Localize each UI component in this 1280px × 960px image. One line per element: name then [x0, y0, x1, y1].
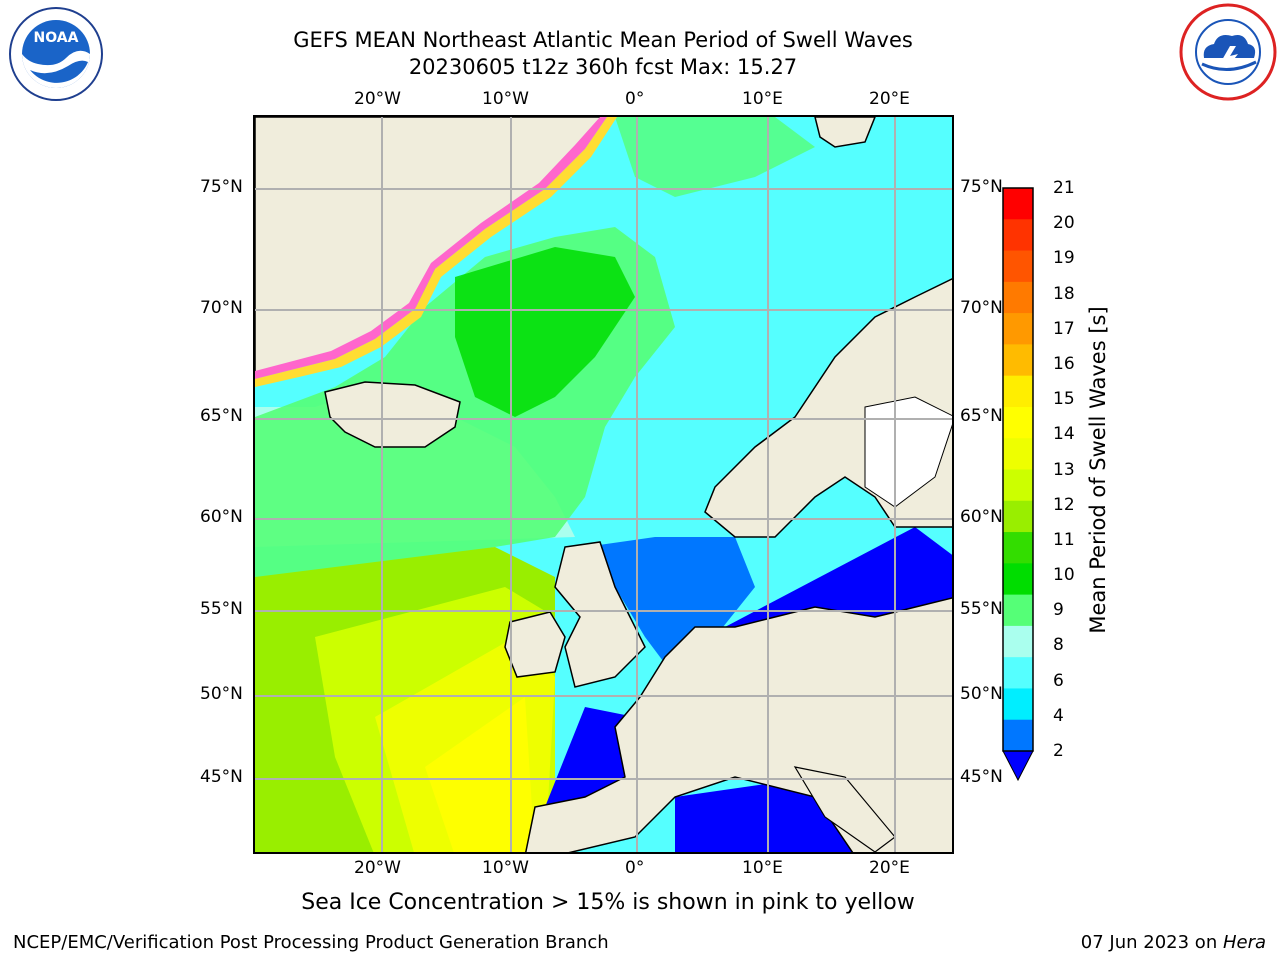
colorbar-segment [1003, 344, 1033, 377]
map-svg [255, 117, 952, 852]
colorbar-tick-label: 9 [1053, 600, 1064, 621]
lat-label-right-70n: 70°N [960, 298, 1003, 318]
colorbar-tick-label: 4 [1053, 705, 1064, 726]
colorbar-tick-label: 8 [1053, 635, 1064, 656]
lat-label-left-70n: 70°N [200, 298, 243, 318]
colorbar-tick-label: 18 [1053, 283, 1075, 304]
colorbar-tick-label: 17 [1053, 318, 1075, 339]
sea-ice-note: Sea Ice Concentration > 15% is shown in … [301, 890, 915, 915]
footer-host: Hera [1222, 932, 1266, 953]
colorbar-segment [1003, 625, 1033, 658]
lat-label-left-50n: 50°N [200, 684, 243, 704]
colorbar-label: Mean Period of Swell Waves [s] [1086, 306, 1110, 634]
nws-logo [1179, 3, 1277, 101]
lat-label-left-60n: 60°N [200, 507, 243, 527]
colorbar-tick-label: 19 [1053, 248, 1075, 269]
lat-label-right-65n: 65°N [960, 406, 1003, 426]
colorbar-segment [1003, 469, 1033, 502]
colorbar-tick-label: 16 [1053, 353, 1075, 374]
colorbar-segment [1003, 188, 1033, 220]
colorbar-segment [1003, 313, 1033, 345]
colorbar [1002, 187, 1034, 782]
lat-label-right-45n: 45°N [960, 767, 1003, 787]
lon-label-bottom-10w: 10°W [482, 858, 529, 878]
colorbar-tick-label: 21 [1053, 178, 1075, 198]
lon-label-bottom-10e: 10°E [742, 858, 783, 878]
swell-period-14-15 [425, 697, 535, 852]
colorbar-segment [1003, 563, 1033, 596]
lon-label-top-20w: 20°W [354, 89, 401, 109]
colorbar-extend-arrow [1002, 750, 1034, 782]
lon-label-bottom-20e: 20°E [869, 858, 910, 878]
biscay-swell [545, 707, 635, 807]
noaa-logo-text: NOAA [34, 30, 79, 46]
gridlines [255, 117, 952, 852]
lon-label-bottom-0: 0° [625, 858, 645, 878]
lon-label-top-10w: 10°W [482, 89, 529, 109]
chart-subtitle: 20230605 t12z 360h fcst Max: 15.27 [408, 55, 798, 79]
lat-label-left-65n: 65°N [200, 406, 243, 426]
swell-period-9-north [615, 117, 815, 197]
colorbar-segment [1003, 438, 1033, 470]
colorbar-tick-label: 20 [1053, 213, 1075, 234]
colorbar-tick-label: 11 [1053, 529, 1075, 550]
finland-blank [864, 396, 952, 508]
lon-label-top-20e: 20°E [869, 89, 910, 109]
lon-label-top-0: 0° [625, 89, 645, 109]
swell-period-10-11 [455, 247, 635, 417]
great-britain-land [554, 541, 646, 688]
colorbar-segment [1003, 532, 1033, 564]
noaa-logo: NOAA [9, 7, 103, 101]
north-sea-swell [585, 537, 755, 677]
colorbar-tick-label: 6 [1053, 670, 1064, 691]
colorbar-segment [1003, 406, 1033, 439]
colorbar-segment [1003, 688, 1033, 721]
lat-label-right-55n: 55°N [960, 599, 1003, 619]
ireland-land [504, 611, 566, 678]
footer-date-text: 07 Jun 2023 on [1080, 932, 1223, 953]
colorbar-segment [1003, 594, 1033, 627]
colorbar-segment [1003, 281, 1033, 314]
lat-label-left-55n: 55°N [200, 599, 243, 619]
chart-title: GEFS MEAN Northeast Atlantic Mean Period… [293, 28, 913, 52]
lon-label-bottom-20w: 20°W [354, 858, 401, 878]
lat-label-left-45n: 45°N [200, 767, 243, 787]
footer-credit: NCEP/EMC/Verification Post Processing Pr… [13, 932, 609, 953]
colorbar-segment [1003, 250, 1033, 283]
colorbar-tick-label: 15 [1053, 389, 1075, 410]
colorbar-tick-label: 10 [1053, 565, 1075, 586]
colorbar-tick-label: 12 [1053, 494, 1075, 515]
italy-land [793, 766, 896, 852]
colorbar-segment [1003, 219, 1033, 252]
colorbar-segment [1003, 657, 1033, 689]
colorbar-segment [1003, 500, 1033, 533]
colorbar-tick-label: 14 [1053, 424, 1075, 445]
colorbar-tick-label: 2 [1053, 741, 1064, 761]
colorbar-segment [1003, 375, 1033, 408]
iceland-land [324, 381, 461, 448]
lon-label-top-10e: 10°E [742, 89, 783, 109]
colorbar-segments [1003, 188, 1033, 752]
colorbar-tick-label: 13 [1053, 459, 1075, 480]
lat-label-right-50n: 50°N [960, 684, 1003, 704]
footer-date: 07 Jun 2023 on Hera [1081, 932, 1266, 953]
lat-label-left-75n: 75°N [200, 177, 243, 197]
lat-label-right-60n: 60°N [960, 507, 1003, 527]
colorbar-segment [1003, 719, 1033, 752]
svalbard-land [814, 117, 876, 148]
lat-label-right-75n: 75°N [960, 177, 1003, 197]
map-area [253, 115, 954, 854]
colorbar-frame [1002, 187, 1034, 752]
